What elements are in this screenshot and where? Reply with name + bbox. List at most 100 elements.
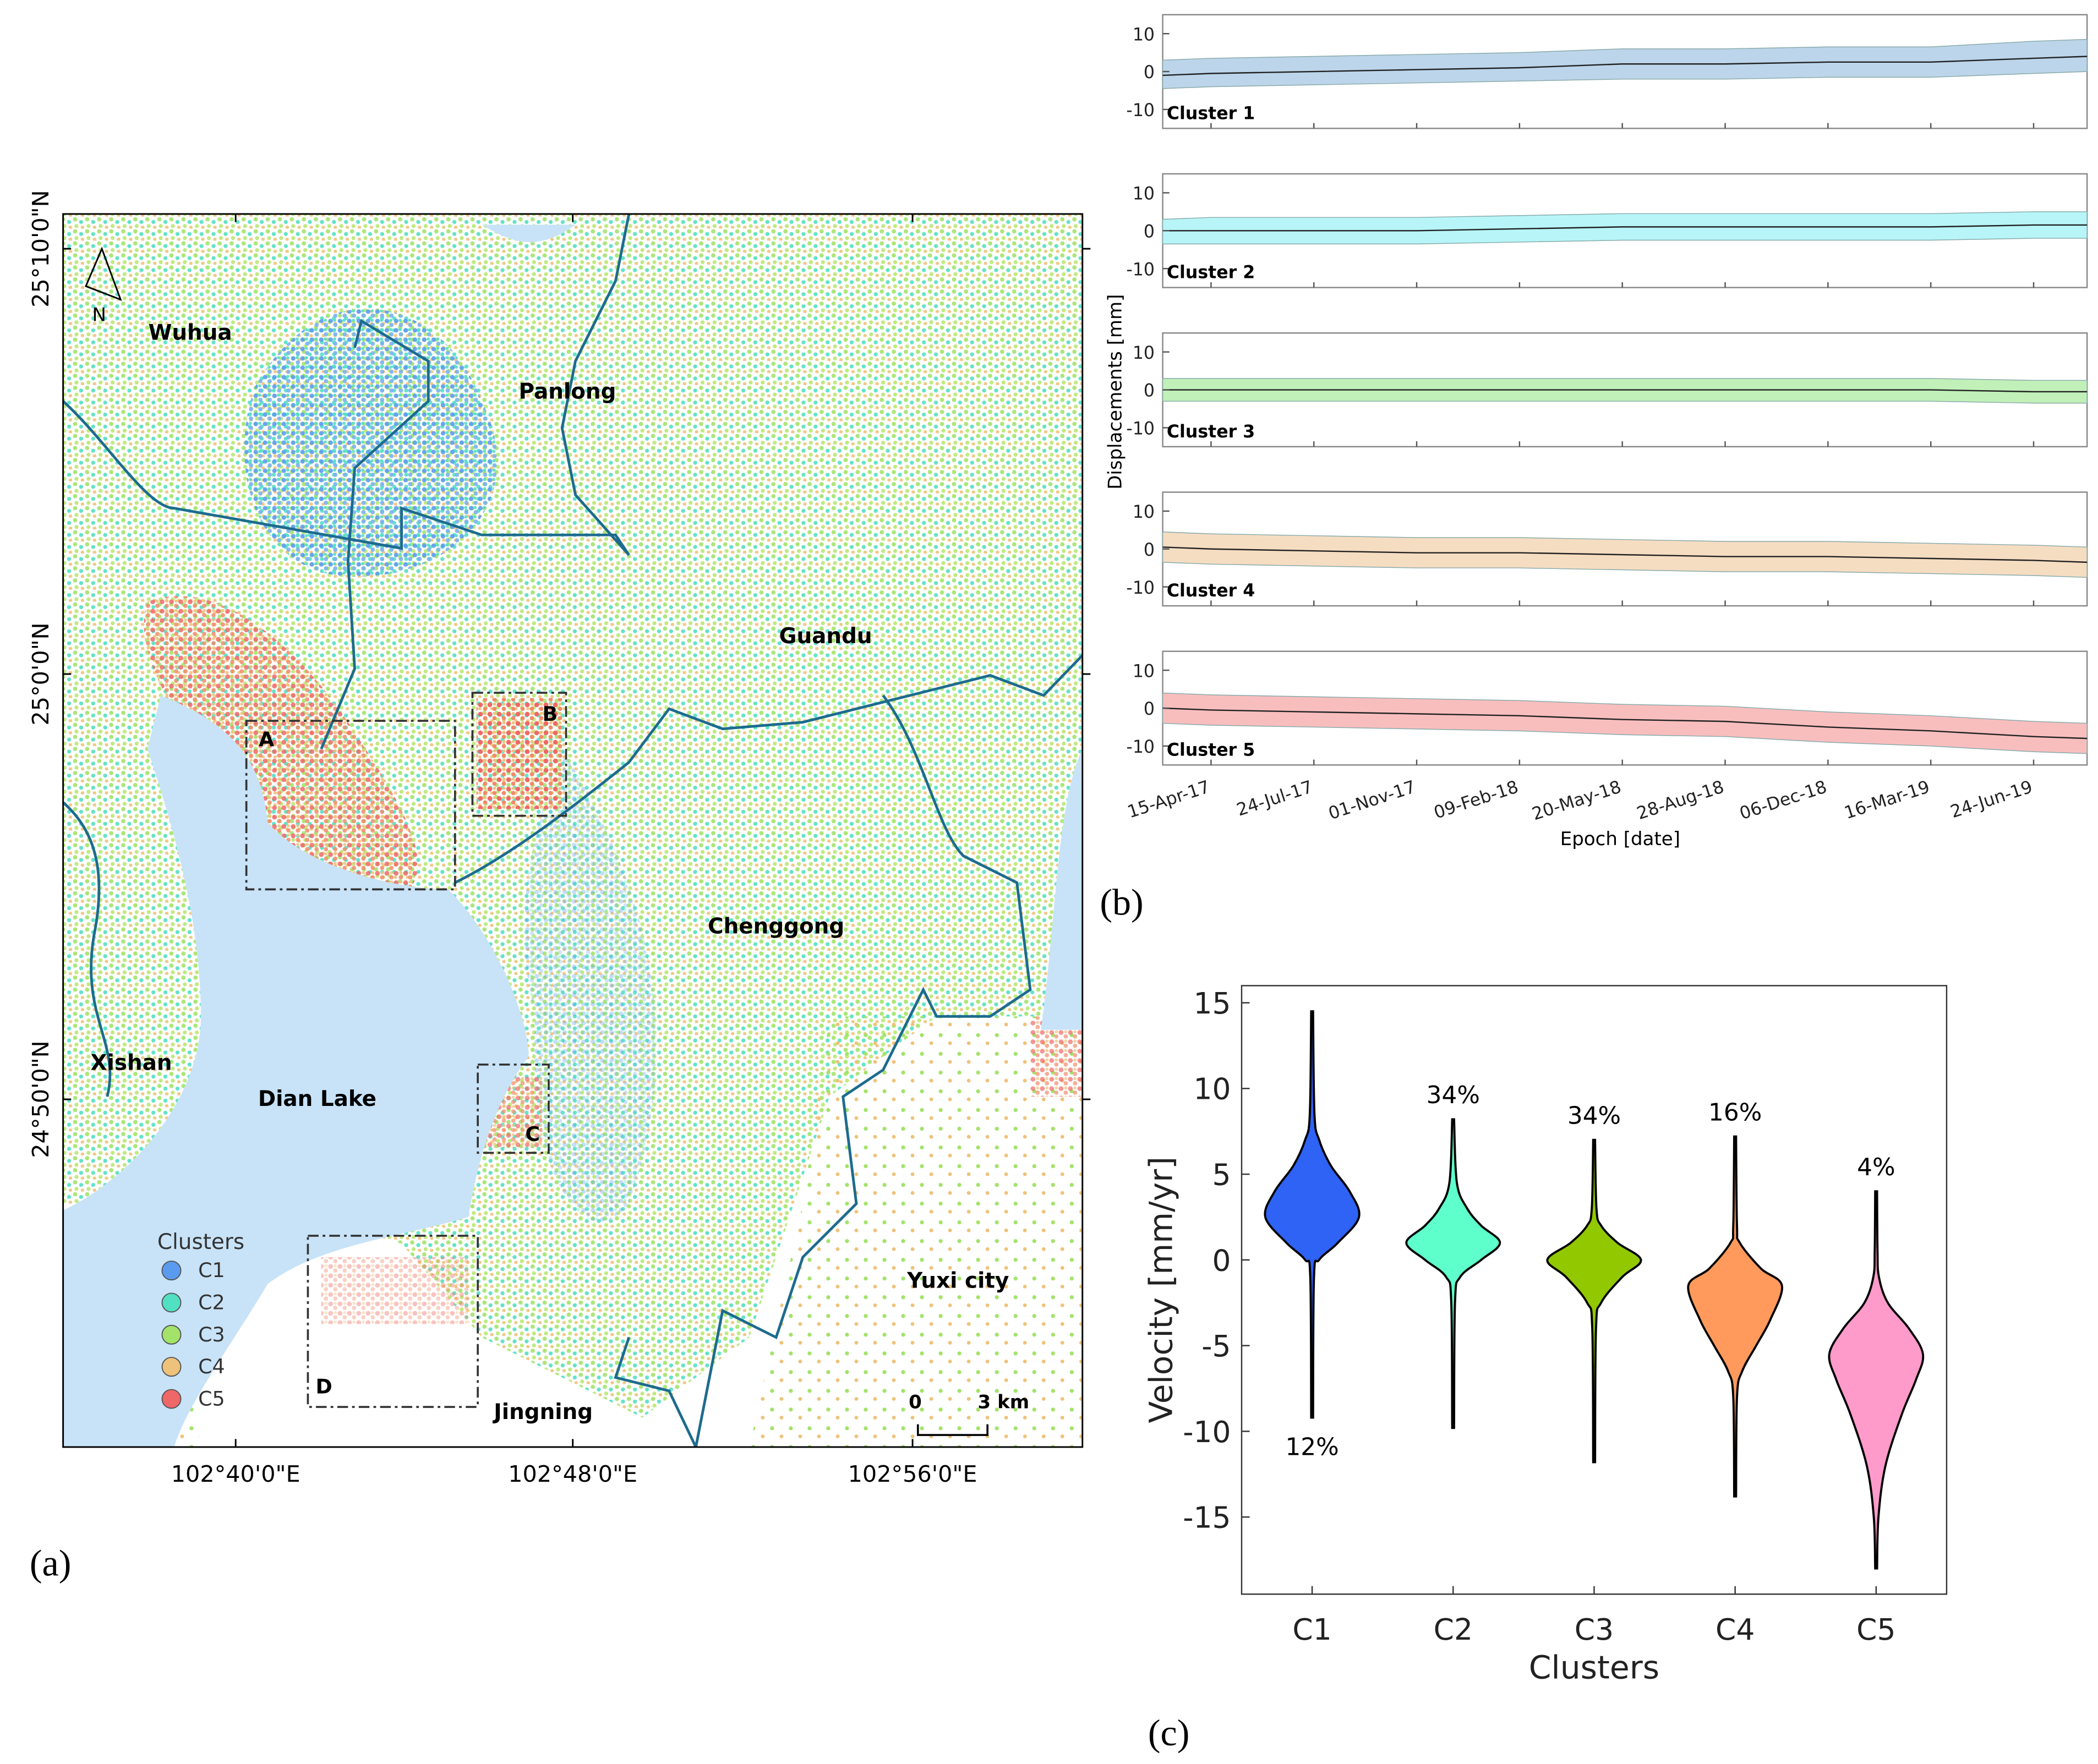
x-tick-label: 24-Jul-17 [1234, 777, 1315, 820]
band-panel: -10 0 10 Cluster 2 [1126, 173, 2088, 288]
y-tick-label: 0 [1144, 540, 1155, 560]
panel-label: (a) [30, 1542, 72, 1584]
panel-label: (b) [1100, 881, 1143, 923]
y-tick-label: -10 [1126, 260, 1155, 280]
x-axis-label: Clusters [1529, 1648, 1659, 1686]
violin [1687, 1135, 1783, 1498]
legend-label: C2 [198, 1291, 225, 1314]
band-panel: -10 0 10 Cluster 5 [1126, 650, 2088, 766]
y-tick-label: 5 [1212, 1158, 1231, 1192]
series-label: Cluster 3 [1167, 422, 1255, 442]
lat-tick-label: 24°50'0"N [28, 1040, 54, 1158]
box-label: D [315, 1375, 332, 1399]
x-tick-label: 06-Dec-18 [1737, 777, 1829, 824]
map-ticks [63, 213, 1091, 1447]
lat-tick-label: 25°0'0"N [28, 623, 54, 726]
y-tick-label: -10 [1183, 1415, 1231, 1449]
share-label: 4% [1857, 1153, 1895, 1181]
y-tick-label: 10 [1133, 184, 1155, 204]
series-label: Cluster 2 [1167, 263, 1255, 283]
band-area [1162, 692, 2088, 754]
lon-tick-label: 102°48'0"E [508, 1461, 637, 1487]
violin [1546, 1138, 1642, 1464]
legend-label: C3 [198, 1323, 225, 1346]
y-axis-label: Displacements [mm] [1104, 294, 1126, 490]
x-tick-label: 09-Feb-18 [1432, 777, 1521, 823]
lon-tick-label: 102°40'0"E [171, 1461, 301, 1487]
place-label: Xishan [91, 1051, 172, 1076]
band-area [1162, 211, 2088, 245]
mean-line [1162, 389, 2088, 393]
band-panel: -10 0 10 Cluster 3 [1126, 332, 2088, 448]
y-tick-label: -15 [1183, 1500, 1231, 1535]
place-label: Yuxi city [906, 1269, 1009, 1294]
band-panel: -10 0 10 Cluster 4 [1126, 491, 2088, 607]
share-label: 34% [1427, 1081, 1480, 1109]
x-tick-label: C3 [1575, 1612, 1614, 1647]
scale-label: 3 km [978, 1391, 1030, 1413]
share-label: 16% [1708, 1098, 1762, 1126]
x-tick-label: C4 [1715, 1612, 1755, 1647]
legend-label: C4 [198, 1355, 225, 1378]
violin [1828, 1190, 1925, 1570]
legend-title: Clusters [157, 1230, 244, 1254]
band-area [1162, 378, 2088, 404]
legend-swatch [161, 1357, 182, 1377]
x-tick-label: 01-Nov-17 [1326, 777, 1418, 824]
x-tick-label: 15-Apr-17 [1125, 777, 1212, 822]
place-label: Panlong [519, 379, 616, 404]
violin [1264, 1010, 1361, 1419]
legend-swatch [161, 1389, 182, 1409]
x-tick-label: 24-Jun-19 [1948, 777, 2035, 822]
scale-label: 0 [909, 1391, 922, 1413]
x-tick-label: 28-Aug-18 [1635, 777, 1727, 824]
share-label: 34% [1567, 1102, 1621, 1130]
y-tick-label: 0 [1212, 1243, 1231, 1278]
place-label: Jingning [492, 1400, 593, 1425]
scale-bar: 0 3 km [909, 1391, 1030, 1436]
x-tick-label: C1 [1292, 1612, 1331, 1647]
violin [1405, 1118, 1501, 1429]
legend-swatch [161, 1292, 182, 1313]
y-tick-label: -10 [1126, 578, 1155, 598]
place-label: Wuhua [148, 320, 232, 345]
box-label: A [259, 727, 275, 751]
x-tick-label: C5 [1856, 1612, 1895, 1647]
map-background [63, 213, 1083, 1447]
legend-swatch [161, 1324, 182, 1345]
y-tick-label: -10 [1126, 419, 1155, 439]
place-label: Dian Lake [258, 1087, 376, 1111]
y-tick-label: -10 [1126, 101, 1155, 120]
series-label: Cluster 5 [1167, 740, 1255, 760]
mean-line [1162, 224, 2088, 232]
y-tick-label: 0 [1144, 381, 1155, 401]
y-tick-label: -5 [1201, 1329, 1231, 1363]
series-label: Cluster 4 [1167, 581, 1255, 601]
y-tick-label: 0 [1144, 699, 1155, 719]
share-label: 12% [1285, 1433, 1338, 1461]
place-label: Guandu [779, 624, 872, 649]
y-tick-label: 0 [1144, 63, 1155, 83]
y-tick-label: 0 [1144, 222, 1155, 242]
y-tick-label: -10 [1126, 737, 1155, 757]
legend-swatch [161, 1261, 182, 1281]
mean-line [1162, 546, 2088, 563]
x-axis-label: Epoch [date] [1560, 828, 1680, 850]
y-tick-label: 10 [1133, 661, 1155, 681]
lon-tick-label: 102°56'0"E [848, 1461, 977, 1487]
y-tick-label: 10 [1133, 343, 1155, 363]
box-label: C [525, 1122, 540, 1146]
north-label: N [92, 304, 106, 326]
series-label: Cluster 1 [1167, 103, 1255, 123]
y-tick-label: 10 [1194, 1072, 1231, 1106]
band-panel: -10 0 10 Cluster 1 [1126, 14, 2088, 129]
y-tick-label: 10 [1133, 502, 1155, 522]
place-label: Chenggong [708, 914, 844, 939]
mean-line [1162, 707, 2088, 739]
y-tick-label: 10 [1133, 25, 1155, 45]
x-tick-label: 16-Mar-19 [1842, 777, 1932, 823]
x-tick-label: 20-May-18 [1529, 777, 1624, 824]
legend-label: C1 [198, 1258, 225, 1282]
mean-line [1162, 56, 2088, 76]
